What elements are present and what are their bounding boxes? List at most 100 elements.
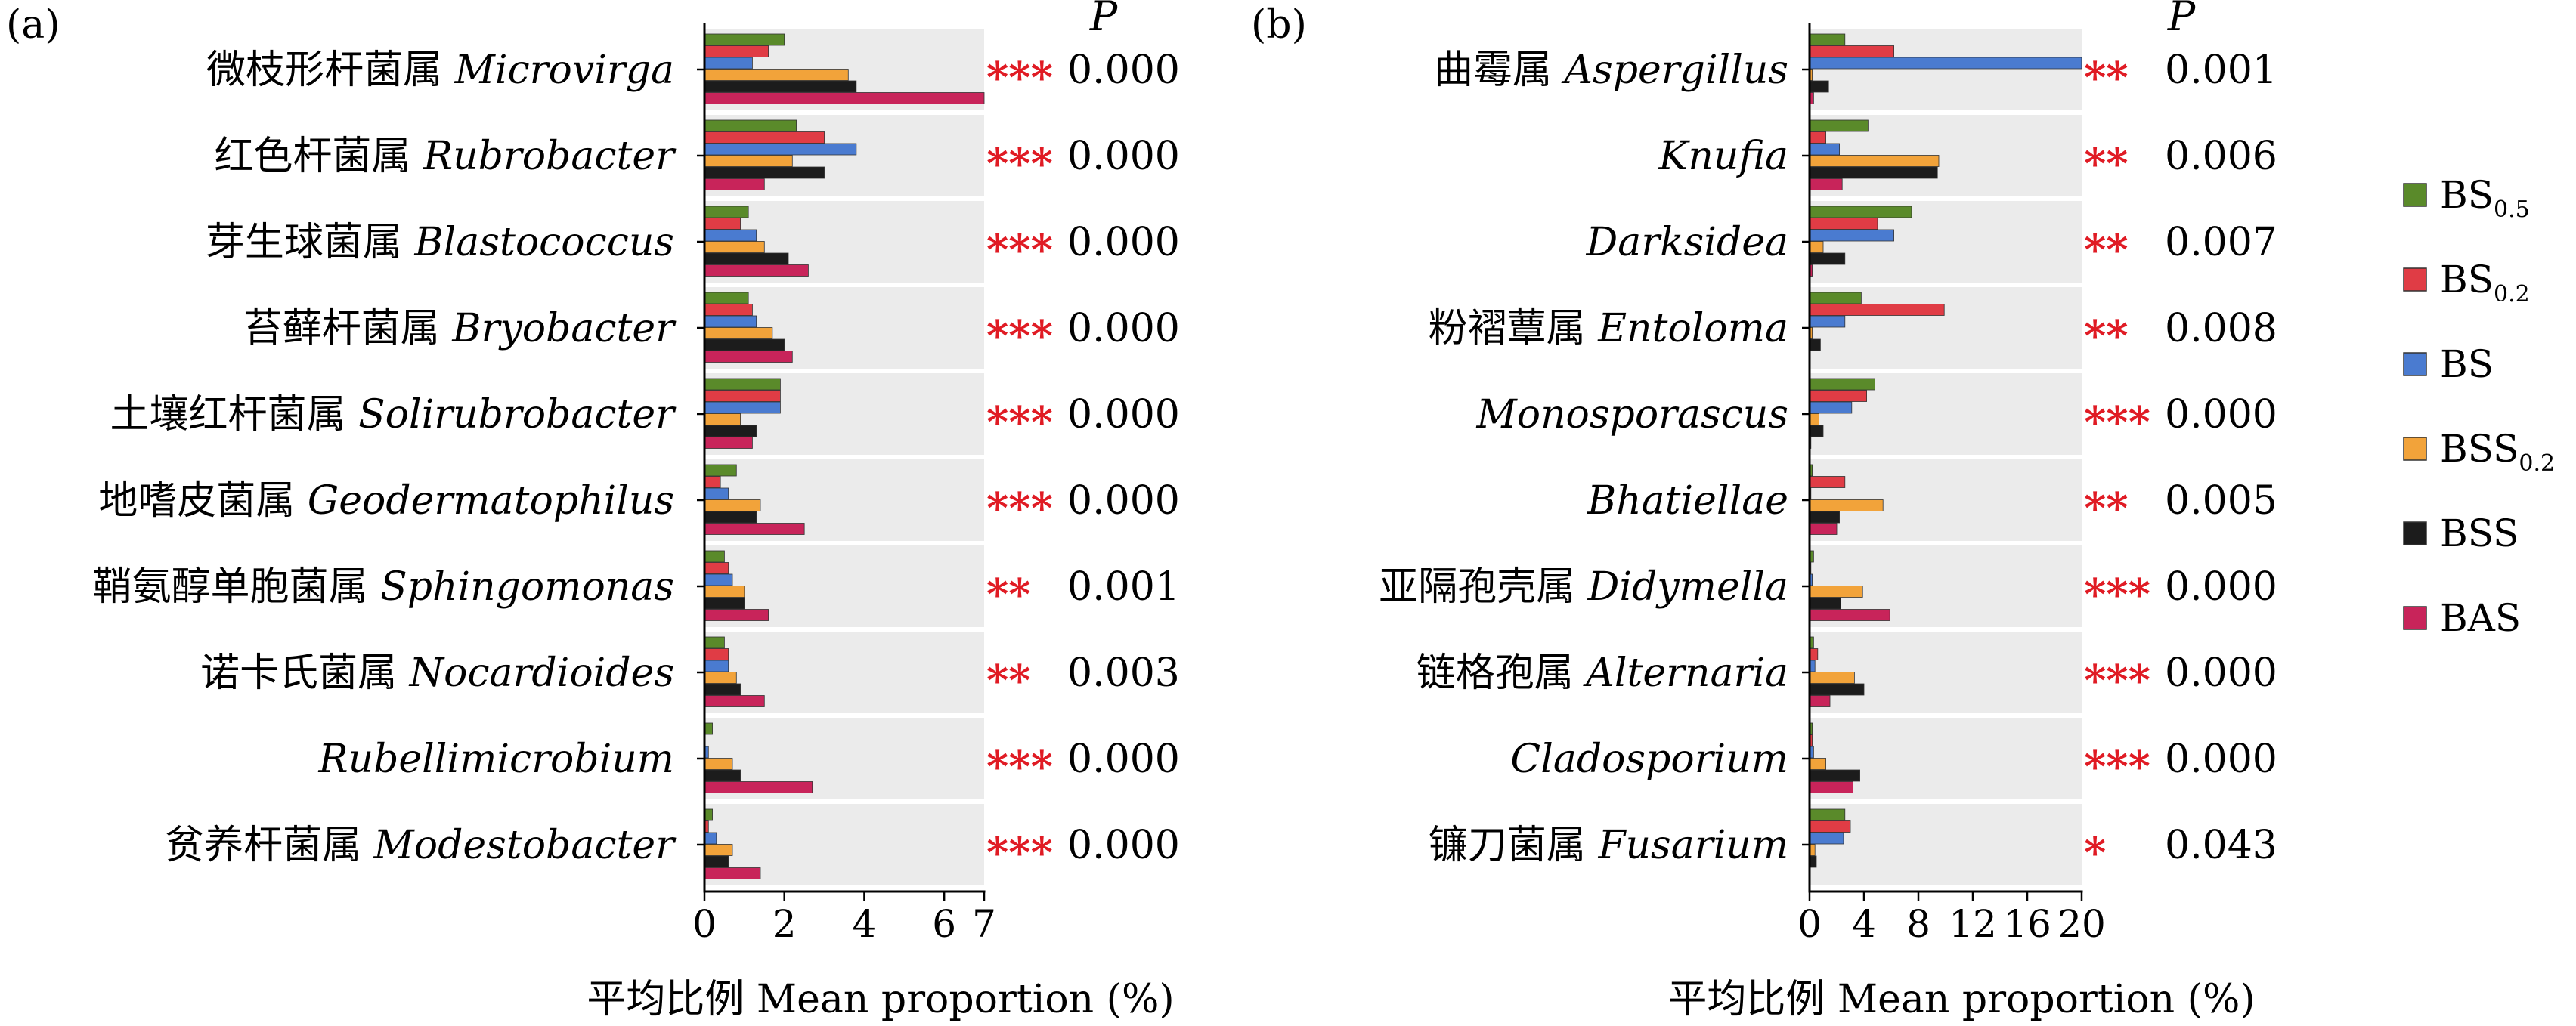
- category-label: Knufia: [1658, 134, 1788, 179]
- bar-BS-Microvirga: [704, 57, 753, 70]
- x-axis-title: 平均比例 Mean proportion (%): [587, 977, 1174, 1022]
- bar-BAS-Bryobacter: [704, 351, 793, 363]
- category-label: 芽生球菌属 Blastococcus: [206, 220, 674, 265]
- significance-stars: ***: [986, 53, 1053, 103]
- row-background: [1810, 718, 2082, 799]
- category-label: Cladosporium: [1510, 737, 1788, 782]
- bar-BS0.2-Nocardioides: [704, 648, 729, 660]
- category-label: 亚隔孢壳属 Didymella: [1379, 564, 1788, 610]
- category-label-cn: 诺卡氏菌属: [200, 651, 410, 696]
- bar-BS-Monosporascus: [1809, 401, 1853, 414]
- bar-BSS-Knufia: [1809, 166, 1938, 179]
- bar-BS0.2-Bhatiellae: [1809, 476, 1846, 488]
- bar-BAS-Nocardioides: [704, 695, 765, 707]
- bar-BAS-Alternaria: [1809, 695, 1831, 707]
- x-tick-label: 8: [1906, 902, 1930, 946]
- significance-stars: *: [2084, 828, 2106, 878]
- p-value: 0.001: [1067, 564, 1180, 610]
- bar-BAS-Modestobacter: [704, 867, 761, 879]
- bar-BSS-Rubrobacter: [704, 166, 825, 179]
- significance-stars: **: [2084, 311, 2129, 361]
- legend-label-BS0.5: BS0.5: [2440, 173, 2530, 223]
- bar-BSS-Rubellimicrobium: [704, 769, 741, 782]
- row-background: [1810, 29, 2082, 110]
- category-label: 地嗜皮菌属 Geodermatophilus: [98, 478, 674, 524]
- p-value-header: P: [2167, 0, 2197, 40]
- bar-BSS0.2-Bryobacter: [704, 327, 773, 339]
- category-label-latin: Knufia: [1658, 134, 1788, 179]
- legend-swatch-BS0.2: [2403, 267, 2427, 292]
- x-tick-label: 4: [1852, 902, 1876, 946]
- bar-BSS-Geodermatophilus: [704, 511, 757, 524]
- bar-BSS0.2-Microvirga: [704, 69, 849, 81]
- bar-BS0.2-Bryobacter: [704, 304, 753, 316]
- category-label-latin: Geodermatophilus: [308, 478, 674, 524]
- bar-BS-Bryobacter: [704, 315, 757, 328]
- x-tick-label: 4: [853, 902, 877, 946]
- category-label-latin: Fusarium: [1597, 823, 1788, 868]
- bar-BSS-Didymella: [1809, 597, 1841, 610]
- bar-BS0.2-Fusarium: [1809, 820, 1851, 833]
- bar-BAS-Rubellimicrobium: [704, 781, 813, 793]
- category-label-latin: Rubellimicrobium: [317, 737, 674, 782]
- bar-BS-Nocardioides: [704, 660, 729, 672]
- category-label-latin: Monosporascus: [1476, 392, 1788, 437]
- category-label: 土壤红杆菌属 Solirubrobacter: [110, 392, 677, 437]
- bar-BAS-Cladosporium: [1809, 781, 1853, 793]
- p-value: 0.000: [1067, 48, 1180, 93]
- bar-BS-Blastococcus: [704, 229, 757, 242]
- bar-BSS-Sphingomonas: [704, 597, 745, 610]
- significance-stars: ***: [2084, 397, 2150, 447]
- bar-BS0.5-Microvirga: [704, 33, 785, 46]
- category-label: 曲霉属 Aspergillus: [1434, 48, 1788, 93]
- category-label-cn: 地嗜皮菌属: [98, 478, 308, 524]
- bar-BS0.2-Microvirga: [704, 45, 769, 57]
- significance-stars: **: [2084, 484, 2129, 533]
- bar-BAS-Rubrobacter: [704, 178, 765, 190]
- legend-label-BAS: BAS: [2440, 596, 2521, 640]
- bar-BS0.2-Aspergillus: [1809, 45, 1894, 57]
- category-label: 粉褶蕈属 Entoloma: [1429, 306, 1788, 351]
- bar-BSS-Solirubrobacter: [704, 425, 757, 437]
- bar-BSS-Aspergillus: [1809, 80, 1829, 93]
- bar-BS-Aspergillus: [1809, 57, 2082, 70]
- bar-BS0.2-Solirubrobacter: [704, 390, 781, 402]
- significance-stars: **: [2084, 139, 2129, 189]
- panel-a: (a) P 微枝形杆菌属 Microvirga *** 0.000 红色杆菌属 Rubro…: [6, 0, 1180, 1022]
- bar-BS0.5-Sphingomonas: [704, 550, 725, 563]
- bar-BSS0.2-Alternaria: [1809, 672, 1855, 684]
- bar-BS0.5-Rubellimicrobium: [704, 722, 713, 735]
- bar-BS0.5-Rubrobacter: [704, 119, 797, 132]
- category-label: Bhatiellae: [1587, 478, 1788, 524]
- bar-BS0.5-Solirubrobacter: [704, 378, 781, 391]
- bar-BSS0.2-Darksidea: [1809, 241, 1824, 253]
- category-label: Monosporascus: [1476, 392, 1788, 437]
- category-label: 鞘氨醇单胞菌属 Sphingomonas: [93, 564, 674, 610]
- category-label: 链格孢属 Alternaria: [1416, 651, 1788, 696]
- category-label: 贫养杆菌属 Modestobacter: [165, 823, 677, 868]
- category-label: Rubellimicrobium: [317, 737, 674, 782]
- x-axis-title-en: Mean proportion (%): [1838, 977, 2256, 1022]
- bar-BSS0.2-Cladosporium: [1809, 758, 1827, 770]
- bar-BSS-Cladosporium: [1809, 769, 1860, 782]
- bar-BS-Knufia: [1809, 143, 1840, 156]
- bar-BS0.2-Alternaria: [1809, 648, 1819, 660]
- category-label-cn: 芽生球菌属: [206, 220, 415, 265]
- bar-BAS-Geodermatophilus: [704, 523, 805, 535]
- bar-BSS-Microvirga: [704, 80, 857, 93]
- significance-stars: ***: [986, 742, 1053, 792]
- bar-BS0.2-Geodermatophilus: [704, 476, 721, 488]
- x-tick-label: 16: [2003, 902, 2051, 946]
- legend: BS0.5 BS0.2 BS BSS0.2 BSS BAS: [2403, 173, 2555, 640]
- bar-BS-Entoloma: [1809, 315, 1846, 328]
- legend-label-BSS: BSS: [2440, 511, 2519, 555]
- legend-label-BSS0.2: BSS0.2: [2440, 427, 2555, 477]
- category-label: 红色杆菌属 Rubrobacter: [214, 134, 677, 179]
- bar-BS0.2-Monosporascus: [1809, 390, 1867, 402]
- category-label-cn: 粉褶蕈属: [1429, 306, 1599, 351]
- category-label-latin: Cladosporium: [1510, 737, 1788, 782]
- p-value: 0.000: [1067, 478, 1180, 524]
- bar-BS0.5-Bryobacter: [704, 292, 749, 304]
- p-value-header: P: [1089, 0, 1119, 40]
- category-label-latin: Nocardioides: [408, 651, 674, 696]
